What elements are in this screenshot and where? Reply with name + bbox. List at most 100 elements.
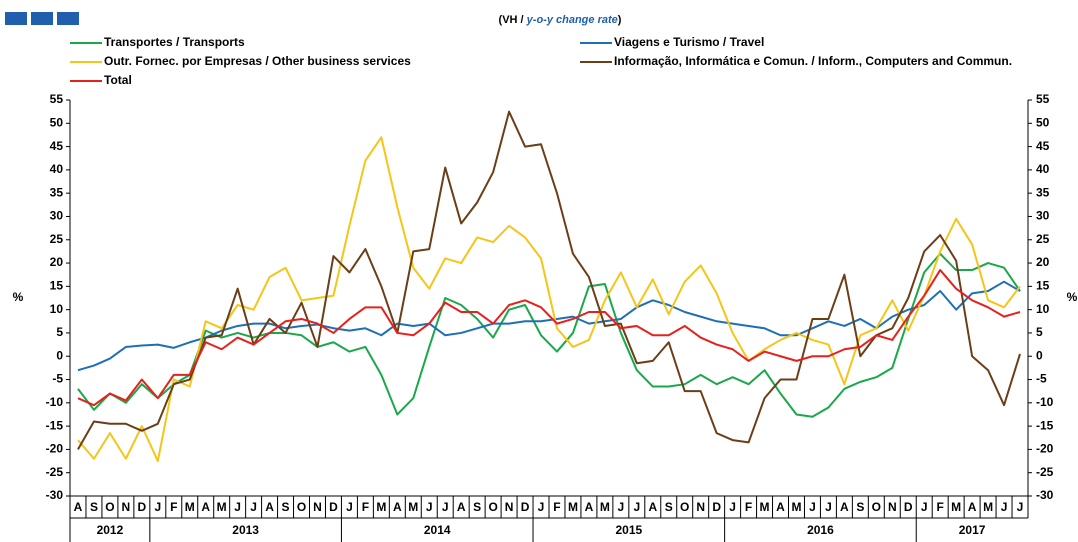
chart-subtitle: (VH / y-o-y change rate) — [499, 14, 622, 26]
x-tick-label: O — [105, 500, 114, 514]
legend-label: Transportes / Transports — [104, 35, 245, 49]
y2-tick-label: -15 — [1036, 418, 1054, 432]
y-tick-label: -15 — [46, 418, 64, 432]
x-tick-label: S — [90, 500, 98, 514]
y-axis-label: % — [13, 290, 24, 304]
x-tick-label: M — [760, 500, 770, 514]
logo-block — [5, 12, 27, 25]
y2-tick-label: -30 — [1036, 488, 1054, 502]
y2-tick-label: -5 — [1036, 372, 1047, 386]
x-tick-label: S — [665, 500, 673, 514]
x-tick-label: O — [297, 500, 306, 514]
x-tick-label: M — [185, 500, 195, 514]
y-tick-label: -20 — [46, 442, 64, 456]
y2-tick-label: 5 — [1036, 325, 1043, 339]
x-tick-label: J — [618, 500, 625, 514]
x-tick-label: A — [201, 500, 210, 514]
legend-label: Viagens e Turismo / Travel — [614, 35, 764, 49]
x-tick-label: J — [154, 500, 161, 514]
x-tick-label: S — [282, 500, 290, 514]
x-tick-label: J — [1017, 500, 1024, 514]
series-line — [77, 136, 1021, 463]
y2-tick-label: 35 — [1036, 185, 1050, 199]
x-tick-label: M — [408, 500, 418, 514]
x-tick-label: A — [265, 500, 274, 514]
x-tick-label: S — [856, 500, 864, 514]
series-line — [77, 252, 1021, 418]
x-tick-label: M — [983, 500, 993, 514]
x-tick-label: N — [122, 500, 131, 514]
y2-tick-label: -25 — [1036, 465, 1054, 479]
x-tick-label: N — [505, 500, 514, 514]
x-tick-label: J — [1001, 500, 1008, 514]
y-tick-label: 15 — [50, 279, 64, 293]
y-tick-label: 50 — [50, 115, 64, 129]
x-tick-label: A — [840, 500, 849, 514]
y-tick-label: 0 — [56, 348, 63, 362]
x-tick-label: A — [74, 500, 83, 514]
logo-block — [31, 12, 53, 25]
y-tick-label: 35 — [50, 185, 64, 199]
y-tick-label: 40 — [50, 162, 64, 176]
x-tick-label: F — [362, 500, 369, 514]
x-tick-label: A — [585, 500, 594, 514]
y2-tick-label: 30 — [1036, 209, 1050, 223]
x-tick-label: F — [745, 500, 752, 514]
year-label: 2013 — [232, 523, 259, 537]
y2-tick-label: -20 — [1036, 442, 1054, 456]
y2-tick-label: 55 — [1036, 92, 1050, 106]
x-tick-label: D — [521, 500, 530, 514]
y-axis-label: % — [1067, 290, 1078, 304]
x-tick-label: O — [488, 500, 497, 514]
x-tick-label: J — [426, 500, 433, 514]
x-tick-label: M — [568, 500, 578, 514]
y2-tick-label: 0 — [1036, 348, 1043, 362]
subtitle-part: y-o-y change rate — [526, 14, 618, 26]
x-tick-label: A — [393, 500, 402, 514]
x-tick-label: M — [791, 500, 801, 514]
x-tick-label: M — [217, 500, 227, 514]
y-tick-label: 5 — [56, 325, 63, 339]
y2-tick-label: 10 — [1036, 302, 1050, 316]
x-tick-label: A — [776, 500, 785, 514]
legend-label: Outr. Fornec. por Empresas / Other busin… — [104, 54, 411, 68]
x-tick-label: A — [457, 500, 466, 514]
x-tick-label: M — [600, 500, 610, 514]
logo-block — [57, 12, 79, 25]
legend-label: Total — [104, 73, 132, 87]
x-tick-label: J — [234, 500, 241, 514]
x-tick-label: J — [442, 500, 449, 514]
y-tick-label: 20 — [50, 255, 64, 269]
x-tick-label: M — [376, 500, 386, 514]
y-tick-label: -5 — [52, 372, 63, 386]
y2-tick-label: 40 — [1036, 162, 1050, 176]
y-tick-label: 30 — [50, 209, 64, 223]
y2-tick-label: 45 — [1036, 139, 1050, 153]
y-tick-label: 10 — [50, 302, 64, 316]
x-tick-label: J — [538, 500, 545, 514]
x-tick-label: J — [250, 500, 257, 514]
y2-tick-label: 20 — [1036, 255, 1050, 269]
legend-label: Informação, Informática e Comun. / Infor… — [614, 54, 1012, 68]
y2-tick-label: 25 — [1036, 232, 1050, 246]
y-tick-label: 45 — [50, 139, 64, 153]
x-tick-label: N — [696, 500, 705, 514]
x-tick-label: N — [313, 500, 322, 514]
x-tick-label: S — [473, 500, 481, 514]
year-label: 2017 — [959, 523, 986, 537]
x-tick-label: J — [809, 500, 816, 514]
x-tick-label: D — [138, 500, 147, 514]
series-line — [77, 110, 1021, 450]
x-tick-label: O — [680, 500, 689, 514]
x-tick-label: F — [553, 500, 560, 514]
x-tick-label: D — [904, 500, 913, 514]
x-tick-label: J — [633, 500, 640, 514]
y-tick-label: 55 — [50, 92, 64, 106]
x-tick-label: O — [872, 500, 881, 514]
x-tick-label: M — [951, 500, 961, 514]
y-tick-label: -10 — [46, 395, 64, 409]
subtitle-part: (VH / — [499, 14, 527, 26]
year-label: 2012 — [97, 523, 124, 537]
year-label: 2014 — [424, 523, 451, 537]
